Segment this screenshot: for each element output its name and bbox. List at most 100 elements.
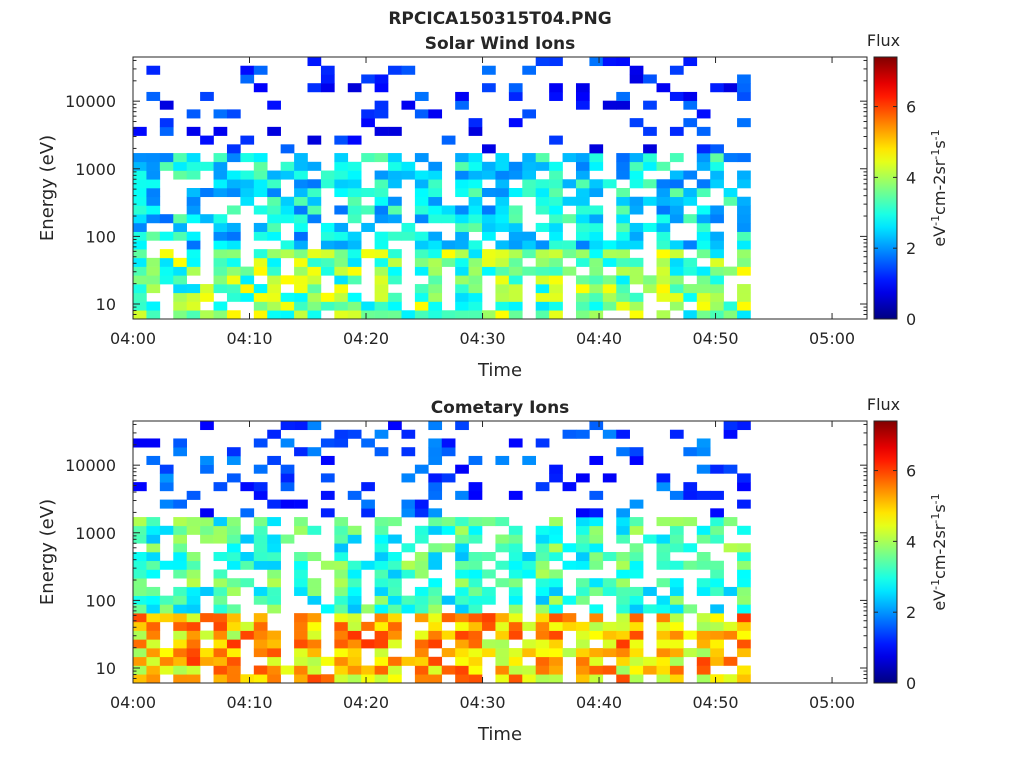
heatmap-cell	[710, 656, 724, 666]
heatmap-cell	[280, 421, 295, 431]
heatmap-cell	[589, 144, 604, 154]
heatmap-cell	[226, 473, 241, 483]
heatmap-cell	[347, 231, 362, 241]
heatmap-cell	[589, 508, 604, 518]
heatmap-cell	[173, 214, 187, 224]
heatmap-cell	[535, 656, 550, 666]
heatmap-cell	[468, 621, 483, 631]
heatmap-cell	[307, 578, 322, 588]
heatmap-cell	[696, 534, 711, 544]
heatmap-cell	[495, 665, 510, 675]
heatmap-cell	[253, 438, 268, 448]
heatmap-cell	[294, 266, 308, 276]
heatmap-cell	[683, 188, 698, 198]
heatmap-cell	[173, 275, 187, 285]
heatmap-cell	[173, 499, 187, 509]
heatmap-cell	[656, 613, 671, 623]
heatmap-cell	[656, 552, 671, 562]
heatmap-cell	[629, 257, 644, 267]
heatmap-cell	[495, 630, 510, 640]
heatmap-cell	[401, 595, 416, 605]
heatmap-cell	[334, 586, 349, 596]
heatmap-cell	[441, 543, 456, 553]
heatmap-cell	[226, 170, 241, 180]
heatmap-cell	[374, 621, 389, 631]
heatmap-cell	[267, 630, 281, 640]
heatmap-cell	[656, 214, 671, 224]
heatmap-cell	[173, 284, 187, 294]
heatmap-cell	[159, 525, 174, 535]
heatmap-cell	[428, 613, 443, 623]
heatmap-cell	[669, 674, 684, 684]
heatmap-cell	[133, 534, 147, 544]
heatmap-cell	[253, 170, 268, 180]
heatmap-cell	[656, 240, 671, 250]
heatmap-cell	[334, 240, 349, 250]
heatmap-cell	[320, 604, 335, 614]
heatmap-cell	[294, 674, 308, 684]
heatmap-cell	[159, 161, 174, 171]
heatmap-cell	[226, 604, 241, 614]
heatmap-cell	[455, 534, 469, 544]
heatmap-cell	[334, 674, 349, 684]
heatmap-cell	[374, 83, 389, 93]
heatmap-cell	[374, 525, 389, 535]
heatmap-cell	[146, 656, 161, 666]
heatmap-cell	[240, 552, 255, 562]
heatmap-cell	[253, 222, 268, 232]
heatmap-cell	[414, 179, 429, 189]
heatmap-cell	[616, 214, 630, 224]
heatmap-cell	[669, 648, 684, 658]
heatmap-cell	[159, 118, 174, 128]
heatmap-cell	[374, 447, 389, 457]
heatmap-cell	[173, 665, 187, 675]
heatmap-cell	[455, 656, 469, 666]
heatmap-cell	[361, 310, 375, 320]
heatmap-cell	[213, 266, 228, 276]
heatmap-cell	[656, 292, 671, 302]
heatmap-cell	[616, 266, 630, 276]
heatmap-cell	[133, 179, 147, 189]
heatmap-cell	[347, 196, 362, 206]
heatmap-cell	[173, 292, 187, 302]
heatmap-cell	[589, 552, 604, 562]
heatmap-cell	[535, 595, 550, 605]
heatmap-cell	[374, 109, 389, 119]
heatmap-cell	[213, 222, 228, 232]
heatmap-cell	[508, 525, 523, 535]
heatmap-cell	[347, 586, 362, 596]
heatmap-cell	[226, 231, 241, 241]
heatmap-cell	[575, 648, 590, 658]
heatmap-cell	[629, 569, 644, 579]
heatmap-cell	[535, 586, 550, 596]
heatmap-cell	[696, 214, 711, 224]
heatmap-cell	[374, 656, 389, 666]
heatmap-cell	[186, 161, 201, 171]
heatmap-cell	[482, 161, 496, 171]
heatmap-cell	[213, 613, 228, 623]
heatmap-cell	[388, 310, 402, 320]
heatmap-cell	[294, 517, 308, 527]
heatmap-cell	[643, 126, 657, 136]
heatmap-cell	[347, 161, 362, 171]
heatmap-cell	[374, 205, 389, 215]
heatmap-cell	[683, 214, 698, 224]
heatmap-cell	[347, 205, 362, 215]
heatmap-cell	[294, 214, 308, 224]
heatmap-cell	[388, 630, 402, 640]
heatmap-cell	[669, 126, 684, 136]
heatmap-cell	[200, 292, 214, 302]
heatmap-cell	[146, 301, 161, 311]
heatmap-cell	[508, 665, 523, 675]
heatmap-cell	[226, 586, 241, 596]
heatmap-cell	[656, 473, 671, 483]
heatmap-cell	[522, 674, 537, 684]
heatmap-cell	[226, 517, 241, 527]
heatmap-cell	[549, 249, 563, 259]
heatmap-cell	[213, 214, 228, 224]
heatmap-cell	[334, 569, 349, 579]
heatmap-cell	[575, 665, 590, 675]
heatmap-cell	[455, 214, 469, 224]
heatmap-cell	[401, 543, 416, 553]
heatmap-cell	[656, 621, 671, 631]
